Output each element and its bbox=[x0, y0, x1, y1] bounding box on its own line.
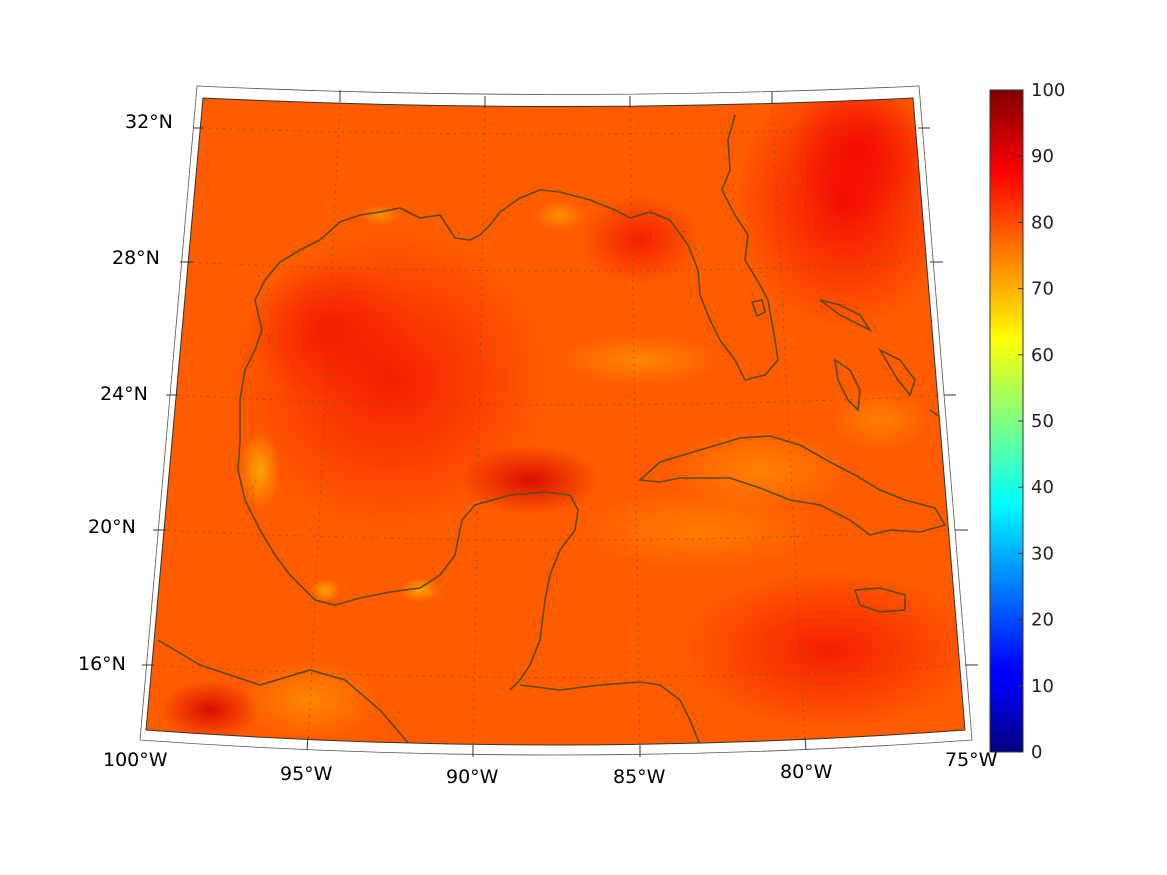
lon-label-75w: 75°W bbox=[945, 749, 998, 771]
colorbar-ticks: 0 10 20 30 40 50 60 70 80 90 100 bbox=[1018, 80, 1065, 763]
graticule bbox=[149, 99, 965, 745]
lon-label-85w: 85°W bbox=[613, 766, 666, 788]
colorbar-tick-label: 0 bbox=[1031, 742, 1042, 763]
colorbar-tick-label: 50 bbox=[1031, 411, 1054, 432]
colorbar-gradient bbox=[989, 89, 1024, 753]
colorbar-tick-label: 20 bbox=[1031, 610, 1054, 631]
map-frame bbox=[139, 85, 978, 757]
colorbar-tick-label: 90 bbox=[1031, 146, 1054, 167]
colorbar-tick-label: 30 bbox=[1031, 543, 1054, 564]
colorbar-tick-label: 80 bbox=[1031, 212, 1054, 233]
colorbar-tick-label: 100 bbox=[1031, 80, 1065, 101]
colorbar-tick-label: 10 bbox=[1031, 676, 1054, 697]
colorbar-tick-label: 60 bbox=[1031, 345, 1054, 366]
lon-label-90w: 90°W bbox=[446, 766, 499, 788]
colorbar: 0 10 20 30 40 50 60 70 80 90 100 bbox=[989, 80, 1065, 763]
lon-label-80w: 80°W bbox=[780, 761, 833, 783]
data-field bbox=[146, 98, 965, 745]
lat-label-16: 16°N bbox=[78, 653, 126, 675]
lat-label-32: 32°N bbox=[125, 111, 173, 133]
colorbar-tick-label: 70 bbox=[1031, 279, 1054, 300]
lon-label-95w: 95°W bbox=[280, 763, 333, 785]
colorbar-tick-label: 40 bbox=[1031, 477, 1054, 498]
lat-label-20: 20°N bbox=[88, 516, 136, 538]
lat-label-28: 28°N bbox=[112, 247, 160, 269]
lat-label-24: 24°N bbox=[100, 383, 148, 405]
lon-label-100w: 100°W bbox=[103, 749, 168, 771]
